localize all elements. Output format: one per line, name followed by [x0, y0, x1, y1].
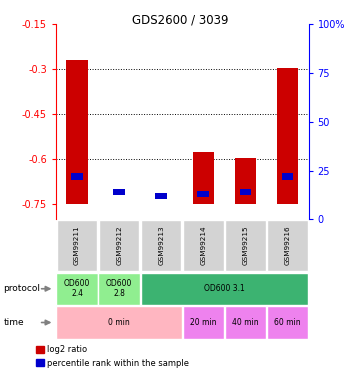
Bar [141, 220, 182, 271]
Bar [225, 306, 266, 339]
Bar [155, 193, 167, 199]
Bar [183, 220, 223, 271]
Bar [71, 173, 83, 180]
Bar [267, 306, 308, 339]
Text: GSM99212: GSM99212 [116, 226, 122, 266]
Bar [197, 191, 209, 197]
Bar [277, 68, 298, 204]
Text: GSM99211: GSM99211 [74, 226, 80, 266]
Text: time: time [4, 318, 24, 327]
Bar [235, 158, 256, 204]
Text: GSM99215: GSM99215 [243, 226, 248, 266]
Text: GSM99214: GSM99214 [200, 226, 206, 266]
Bar [99, 273, 140, 305]
Text: GSM99213: GSM99213 [158, 226, 164, 266]
Text: OD600 3.1: OD600 3.1 [204, 284, 245, 293]
Bar [140, 273, 308, 305]
Bar [56, 273, 97, 305]
Text: 20 min: 20 min [190, 318, 217, 327]
Text: OD600
2.8: OD600 2.8 [106, 279, 132, 298]
Bar [282, 173, 293, 180]
Text: 40 min: 40 min [232, 318, 259, 327]
Bar [193, 152, 214, 204]
Bar [66, 60, 87, 204]
Bar [99, 220, 139, 271]
Bar [225, 220, 266, 271]
Text: GSM99216: GSM99216 [284, 226, 291, 266]
Bar [268, 220, 308, 271]
Text: GDS2600 / 3039: GDS2600 / 3039 [132, 13, 229, 26]
Bar [183, 306, 224, 339]
Text: protocol: protocol [4, 284, 40, 293]
Bar [57, 220, 97, 271]
Text: OD600
2.4: OD600 2.4 [64, 279, 90, 298]
Bar [56, 306, 182, 339]
Bar [240, 189, 251, 195]
Text: 0 min: 0 min [108, 318, 130, 327]
Text: 60 min: 60 min [274, 318, 301, 327]
Legend: log2 ratio, percentile rank within the sample: log2 ratio, percentile rank within the s… [33, 342, 192, 371]
Bar [113, 189, 125, 195]
